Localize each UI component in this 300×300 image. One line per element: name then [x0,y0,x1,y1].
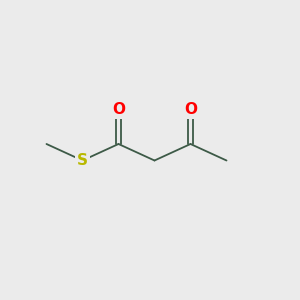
Text: O: O [112,102,125,117]
Text: S: S [77,153,88,168]
Text: O: O [184,102,197,117]
